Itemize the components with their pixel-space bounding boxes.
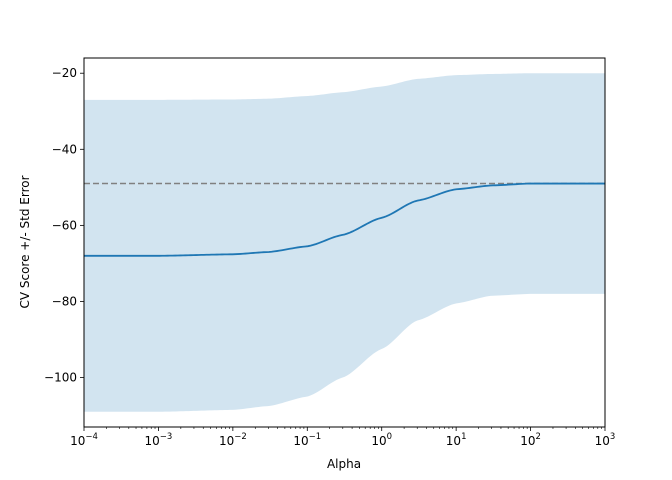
y-axis-ticks: −20 −40 −60 −80 −100 bbox=[44, 66, 84, 385]
x-tick-label: 10−1 bbox=[293, 432, 321, 448]
x-tick-label: 100 bbox=[371, 432, 392, 448]
x-tick-label: 10−3 bbox=[145, 432, 173, 448]
y-tick-label: −80 bbox=[52, 294, 77, 308]
x-tick-label: 103 bbox=[595, 432, 616, 448]
x-tick-label: 102 bbox=[520, 432, 541, 448]
y-tick-label: −60 bbox=[52, 218, 77, 232]
plot-area bbox=[84, 73, 605, 412]
x-tick-label: 10−4 bbox=[70, 432, 98, 448]
x-tick-label: 10−2 bbox=[219, 432, 247, 448]
axes-frame bbox=[83, 57, 606, 428]
y-tick-label: −100 bbox=[44, 371, 77, 385]
y-axis-label: CV Score +/- Std Error bbox=[18, 175, 32, 308]
mean-cv-score-line bbox=[84, 182, 605, 257]
y-tick-label: −20 bbox=[52, 66, 77, 80]
x-tick-label: 101 bbox=[446, 432, 467, 448]
y-tick-label: −40 bbox=[52, 142, 77, 156]
x-axis-label: Alpha bbox=[327, 457, 361, 471]
std-error-band bbox=[84, 73, 605, 412]
x-axis-ticks: 10−4 10−3 10−2 10−1 100 101 102 103 bbox=[70, 427, 615, 448]
